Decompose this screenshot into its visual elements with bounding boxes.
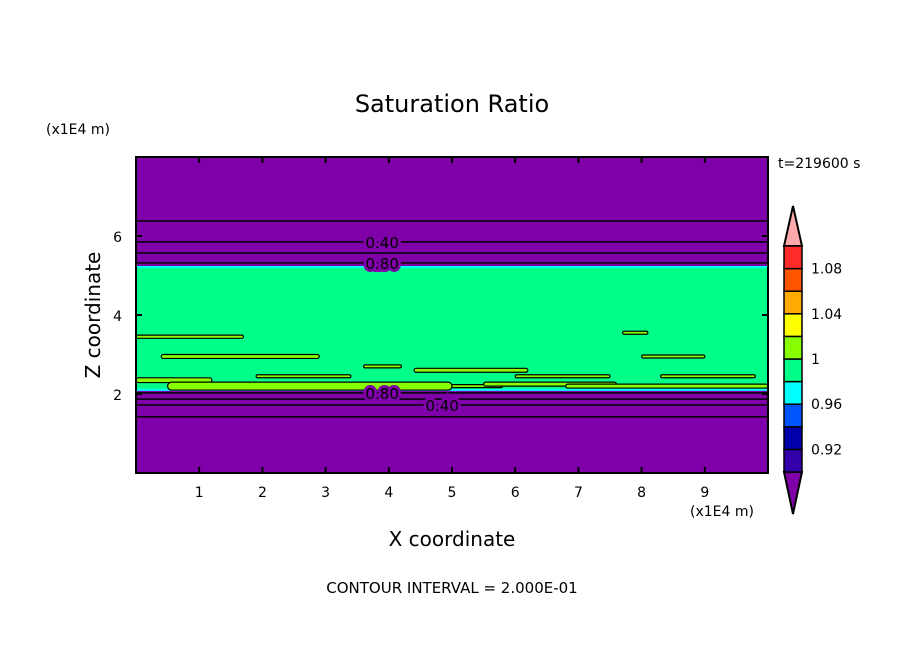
contour-patch [565, 383, 769, 389]
colorbar-tick-label: 0.96 [811, 397, 842, 413]
contour-label: 0.80 [365, 385, 398, 403]
contour-patch [167, 381, 453, 391]
y-tick-label: 2 [113, 388, 122, 404]
contour-patch [659, 374, 756, 379]
y-tick-label: 6 [113, 230, 122, 246]
x-tick-label: 8 [637, 485, 646, 501]
contour-patch [622, 330, 649, 335]
contour-patch [640, 354, 706, 359]
x-tick-label: 2 [258, 485, 267, 501]
contour-patch [514, 374, 611, 379]
y-axis-label: Z coordinate [81, 252, 105, 379]
colorbar-tick-label: 0.92 [811, 442, 842, 458]
contour-patch [413, 367, 529, 373]
contour-patch [255, 374, 352, 379]
x-tick-label: 9 [700, 485, 709, 501]
x-tick-label: 4 [384, 485, 393, 501]
colorbar-swatch [783, 245, 803, 270]
chart-title: Saturation Ratio [355, 90, 549, 118]
x-tick-label: 7 [574, 485, 583, 501]
contour-label: 0.80 [365, 255, 398, 273]
x-tick-label: 3 [321, 485, 330, 501]
colorbar-swatch [783, 335, 803, 360]
colorbar-swatch [783, 403, 803, 428]
colorbar-swatch [783, 448, 803, 473]
contour-patch [135, 334, 245, 339]
y-tick-label: 4 [113, 309, 122, 325]
x-axis-label: X coordinate [389, 527, 516, 551]
colorbar-tick-label: 1 [811, 352, 820, 368]
colorbar-over-arrow [782, 205, 804, 247]
x-unit-label: (x1E4 m) [690, 504, 754, 520]
contour-interval-footer: CONTOUR INTERVAL = 2.000E-01 [326, 579, 577, 597]
y-unit-label: (x1E4 m) [46, 122, 110, 138]
colorbar-swatch [783, 313, 803, 338]
colorbar-swatch [783, 426, 803, 451]
colorbar-swatch [783, 380, 803, 405]
colorbar-tick-label: 1.08 [811, 262, 842, 278]
plot-area: 0.40 0.80 0.80 0.40 1 2 3 4 5 6 7 8 9 2 4 6 [113, 156, 769, 501]
x-tick-label: 6 [511, 485, 520, 501]
contour-patch [160, 353, 320, 360]
x-tick-label: 1 [195, 485, 204, 501]
contour-label: 0.40 [365, 234, 398, 252]
contour-label: 0.40 [425, 397, 458, 415]
colorbar-swatch [783, 267, 803, 292]
time-label: t=219600 s [778, 156, 860, 172]
colorbar-under-arrow [782, 471, 804, 515]
x-tick-label: 5 [448, 485, 457, 501]
colorbar-swatch [783, 358, 803, 383]
colorbar-tick-label: 1.04 [811, 307, 842, 323]
contour-patch [362, 364, 403, 369]
colorbar: 0.92 0.96 1 1.04 1.08 [782, 205, 842, 515]
colorbar-swatch [783, 290, 803, 315]
